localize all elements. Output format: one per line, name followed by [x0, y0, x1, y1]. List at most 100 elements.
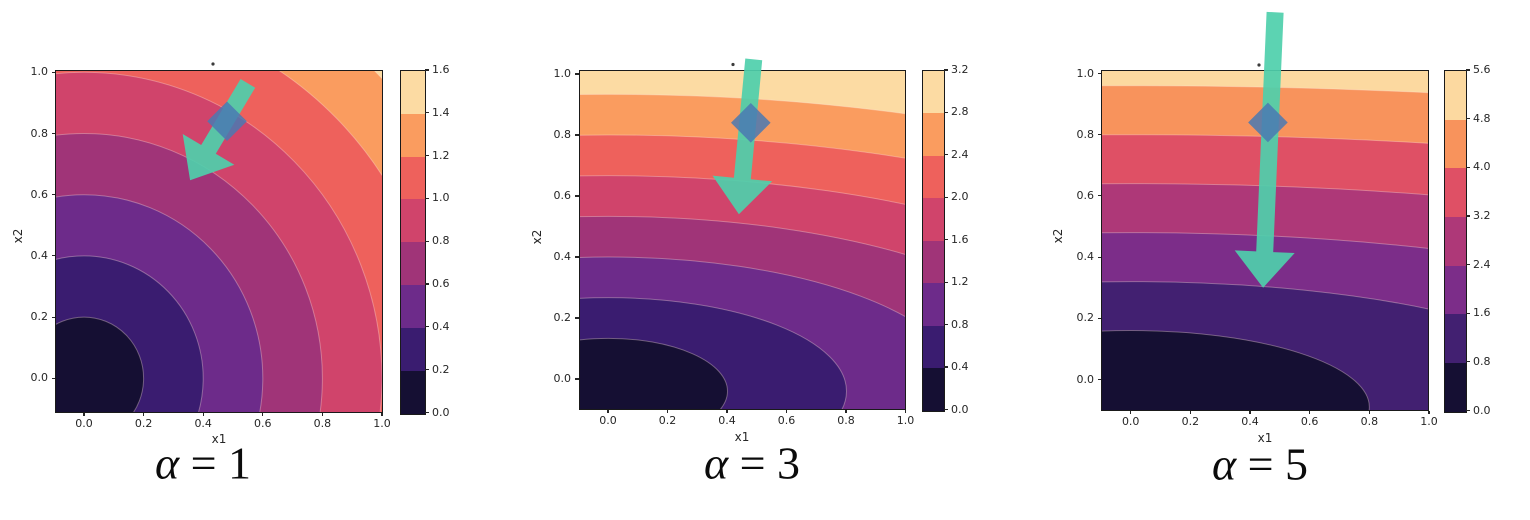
colorbar-tick-label: 0.4 — [432, 319, 450, 333]
title-dot — [1257, 63, 1261, 67]
colorbar-tick-label: 0.0 — [1473, 403, 1491, 417]
colorbar-tick-label: 1.6 — [951, 232, 969, 246]
colorbar-segment — [401, 199, 425, 243]
tick-mark — [1368, 410, 1370, 414]
panel-title: α = 3 — [704, 437, 800, 490]
tick-mark — [1428, 410, 1430, 414]
colorbar-tick-label: 1.2 — [432, 148, 450, 162]
colorbar-tick-label: 2.0 — [951, 190, 969, 204]
tick-mark — [1466, 166, 1470, 168]
y-tick-label: 0.2 — [30, 310, 49, 324]
x-tick-label: 0.0 — [75, 416, 93, 430]
tick-mark — [1309, 410, 1311, 414]
tick-mark — [1466, 263, 1470, 266]
colorbar-segment — [401, 327, 425, 372]
colorbar-segment — [401, 370, 425, 415]
y-tick-label: 0.4 — [1076, 250, 1095, 264]
tick-mark — [575, 378, 579, 380]
tick-mark — [1097, 256, 1101, 258]
tick-mark — [944, 239, 948, 241]
tick-mark — [425, 283, 429, 285]
colorbar-tick-label: 1.6 — [1473, 306, 1491, 320]
tick-mark — [262, 412, 264, 416]
y-tick-label: 1.0 — [30, 65, 49, 79]
tick-mark — [785, 409, 788, 413]
colorbar-segment — [1445, 216, 1466, 267]
tick-mark — [944, 324, 948, 326]
x-tick-label: 0.2 — [1181, 414, 1200, 428]
colorbar-tick-label: 0.0 — [951, 402, 969, 416]
tick-mark — [83, 412, 85, 416]
y-axis-label: x2 — [530, 229, 544, 245]
colorbar-segment — [1445, 265, 1466, 315]
tick-mark — [575, 317, 579, 319]
colorbar-tick-label: 1.4 — [432, 105, 450, 119]
y-tick-label: 0.6 — [1076, 188, 1095, 202]
colorbar — [400, 70, 426, 415]
tick-mark — [143, 412, 145, 416]
alpha-value: = 3 — [728, 437, 801, 489]
colorbar-segment — [401, 156, 425, 201]
tick-mark — [1097, 378, 1101, 381]
colorbar-tick-label: 4.8 — [1473, 111, 1491, 125]
y-tick-label: 0.8 — [553, 128, 572, 141]
colorbar-tick-label: 1.2 — [951, 275, 969, 289]
tick-mark — [1466, 215, 1470, 217]
colorbar-segment — [923, 240, 944, 284]
colorbar-tick-label: 3.2 — [951, 63, 969, 76]
tick-mark — [51, 377, 55, 379]
x-tick-label: 0.4 — [718, 413, 736, 427]
tick-mark — [1249, 410, 1251, 414]
colorbar-segment — [1445, 119, 1466, 169]
colorbar-tick-label: 0.4 — [951, 360, 969, 374]
axes-spine — [55, 70, 383, 413]
tick-mark — [51, 316, 55, 318]
x-axis-label: x1 — [1257, 431, 1273, 445]
tick-mark — [944, 69, 948, 71]
x-tick-label: 0.0 — [599, 413, 617, 427]
colorbar-tick-label: 0.2 — [432, 362, 450, 376]
y-tick-label: 0.8 — [30, 126, 49, 140]
x-tick-label: 0.8 — [1360, 414, 1379, 428]
x-tick-label: 0.2 — [658, 413, 677, 427]
y-tick-label: 1.0 — [553, 67, 572, 80]
colorbar-segment — [923, 368, 944, 412]
colorbar-tick-label: 0.0 — [432, 405, 450, 419]
tick-mark — [425, 240, 429, 242]
tick-mark — [1466, 118, 1470, 120]
colorbar-tick-label: 2.4 — [1473, 257, 1491, 271]
tick-mark — [666, 409, 669, 413]
tick-mark — [845, 409, 847, 413]
y-tick-label: 0.4 — [553, 250, 572, 263]
tick-mark — [944, 408, 948, 411]
colorbar-segment — [923, 113, 944, 157]
contour-plot-alpha-1 — [55, 70, 383, 413]
panel-title: α = 1 — [155, 437, 251, 490]
tick-mark — [944, 111, 948, 114]
tick-mark — [1189, 410, 1191, 414]
colorbar-segment — [923, 71, 944, 115]
tick-mark — [425, 155, 429, 157]
tick-mark — [575, 256, 579, 258]
axes-spine — [578, 70, 906, 410]
x-tick-label: 1.0 — [896, 413, 915, 427]
tick-mark — [425, 411, 429, 414]
colorbar-tick-label: 0.8 — [432, 234, 450, 248]
colorbar — [1444, 70, 1467, 413]
colorbar-segment — [923, 198, 944, 242]
tick-mark — [1466, 409, 1470, 412]
colorbar-segment — [1445, 71, 1466, 121]
colorbar-tick-label: 2.8 — [951, 105, 969, 119]
tick-mark — [575, 134, 579, 136]
colorbar-tick-label: 0.8 — [951, 317, 969, 331]
colorbar-segment — [401, 113, 425, 158]
x-axis-label: x1 — [211, 432, 227, 446]
x-tick-label: 1.0 — [373, 416, 391, 430]
y-tick-label: 0.2 — [553, 311, 572, 324]
colorbar-segment — [401, 71, 425, 115]
tick-mark — [1097, 317, 1101, 319]
tick-mark — [202, 412, 204, 416]
axes-spine — [1101, 70, 1429, 411]
x-tick-label: 0.2 — [134, 416, 153, 430]
